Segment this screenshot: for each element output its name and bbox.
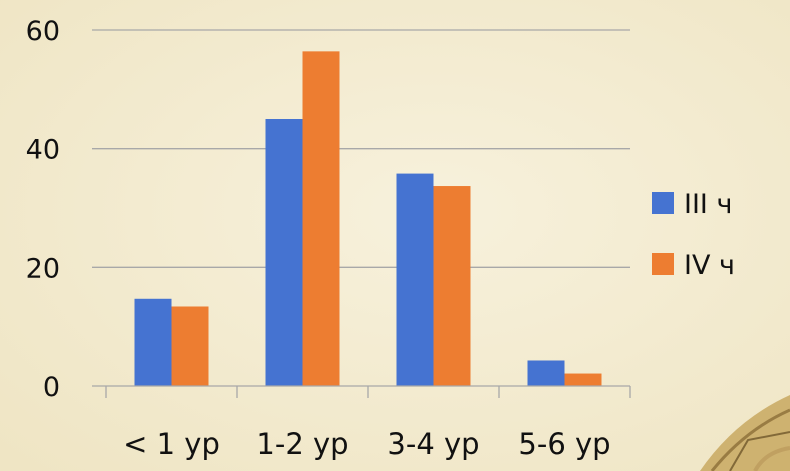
legend-swatch [652,253,674,275]
category-label: 3-4 ур [387,427,479,461]
bar-iii [396,173,434,386]
bar-iv [302,51,340,387]
category-label: 1-2 ур [256,427,348,461]
x-axis [92,385,631,398]
y-tick-label: 40 [26,135,60,166]
y-tick-label: 0 [43,372,60,403]
bar-iii [134,298,172,386]
bars [134,51,602,387]
bar-iii [527,360,565,386]
y-tick-label: 20 [26,253,60,284]
bar-iv [433,186,471,386]
legend: III ч IV ч [652,189,735,281]
bar-iv [564,373,602,386]
legend-label: IV ч [684,250,735,281]
gridlines [92,29,630,268]
bar-iii [265,119,303,386]
legend-swatch [652,192,674,214]
y-tick-label: 60 [26,16,60,47]
bar-iv [171,306,209,386]
category-labels: < 1 ур 1-2 ур 3-4 ур 5-6 ур [123,427,610,461]
corner-ornament-icon [700,395,790,471]
legend-label: III ч [684,189,732,220]
category-label: < 1 ур [123,427,220,461]
y-tick-labels: 0 20 40 60 [26,16,60,403]
category-label: 5-6 ур [518,427,610,461]
